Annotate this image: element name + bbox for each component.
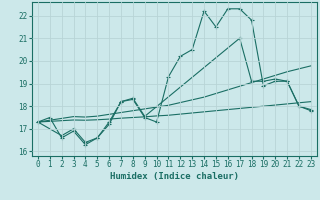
X-axis label: Humidex (Indice chaleur): Humidex (Indice chaleur) xyxy=(110,172,239,181)
